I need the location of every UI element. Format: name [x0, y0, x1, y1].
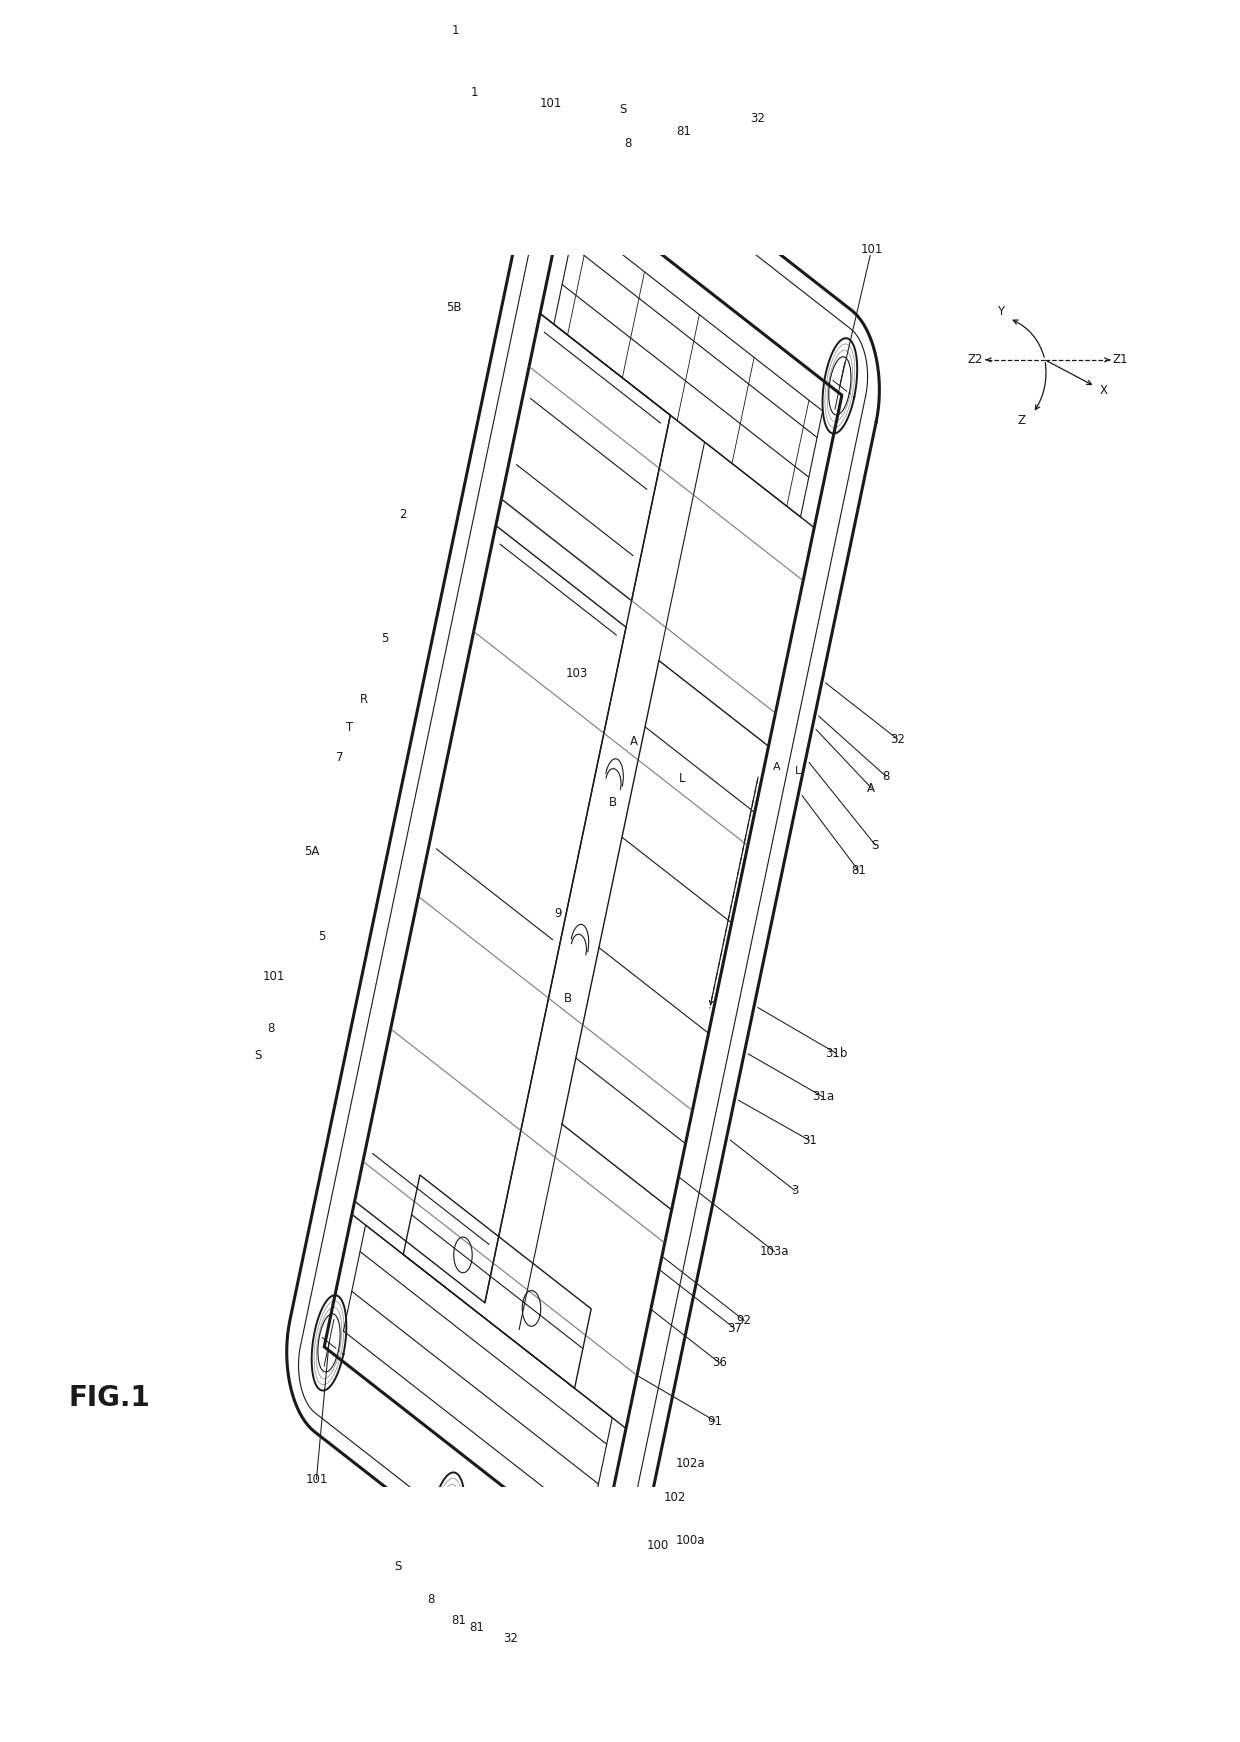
Text: Z1: Z1: [1112, 354, 1128, 366]
Text: 2: 2: [399, 507, 407, 521]
Text: B: B: [609, 796, 618, 808]
Text: 81: 81: [676, 124, 691, 138]
Text: Y: Y: [997, 305, 1004, 317]
Text: 100: 100: [646, 1538, 668, 1552]
Text: 101: 101: [861, 244, 883, 256]
Text: 8: 8: [268, 1021, 275, 1035]
Text: 81: 81: [851, 864, 866, 876]
Text: A: A: [868, 782, 875, 794]
Text: 37: 37: [727, 1322, 742, 1334]
Text: 8: 8: [427, 1594, 434, 1606]
Text: A: A: [773, 761, 780, 772]
Text: 92: 92: [737, 1313, 751, 1327]
Text: 32: 32: [890, 733, 905, 746]
Text: S: S: [872, 838, 879, 852]
Text: 101: 101: [263, 970, 285, 982]
Text: 5: 5: [319, 930, 326, 944]
Text: FIG.1: FIG.1: [68, 1385, 150, 1413]
Text: 81: 81: [469, 1622, 484, 1634]
Text: T: T: [346, 721, 353, 733]
Text: 5: 5: [381, 632, 388, 645]
Text: 1: 1: [471, 87, 479, 99]
Text: 7: 7: [336, 751, 343, 765]
Text: 9: 9: [554, 908, 562, 920]
Text: 3: 3: [791, 1185, 799, 1197]
Text: 31b: 31b: [825, 1047, 847, 1059]
Text: 5A: 5A: [304, 845, 320, 859]
Text: 32: 32: [750, 111, 765, 125]
Text: Z2: Z2: [967, 354, 983, 366]
Text: 1: 1: [451, 24, 459, 37]
Text: 5B: 5B: [446, 301, 461, 314]
Text: 81: 81: [451, 1615, 466, 1627]
Text: L: L: [795, 765, 801, 775]
Text: 91: 91: [708, 1415, 723, 1428]
Text: Z: Z: [1017, 413, 1025, 427]
Text: 32: 32: [503, 1632, 518, 1644]
Text: 8: 8: [624, 138, 631, 150]
Text: S: S: [254, 1049, 262, 1063]
Text: S: S: [394, 1559, 402, 1573]
Text: R: R: [360, 693, 368, 706]
Text: 102: 102: [665, 1491, 687, 1505]
Text: 103: 103: [565, 667, 588, 679]
Text: 31a: 31a: [812, 1090, 833, 1103]
Text: 8: 8: [882, 770, 889, 782]
Text: X: X: [1100, 383, 1109, 397]
Text: B: B: [564, 991, 573, 1005]
Text: 101: 101: [305, 1474, 327, 1486]
Text: 103a: 103a: [760, 1246, 789, 1258]
Text: 102a: 102a: [676, 1456, 706, 1470]
Text: L: L: [678, 772, 686, 786]
Text: 100a: 100a: [676, 1533, 706, 1547]
Text: 101: 101: [539, 96, 562, 110]
Text: S: S: [619, 103, 626, 117]
Text: 36: 36: [712, 1357, 727, 1369]
Text: 31: 31: [802, 1134, 817, 1146]
Text: A: A: [630, 735, 639, 747]
